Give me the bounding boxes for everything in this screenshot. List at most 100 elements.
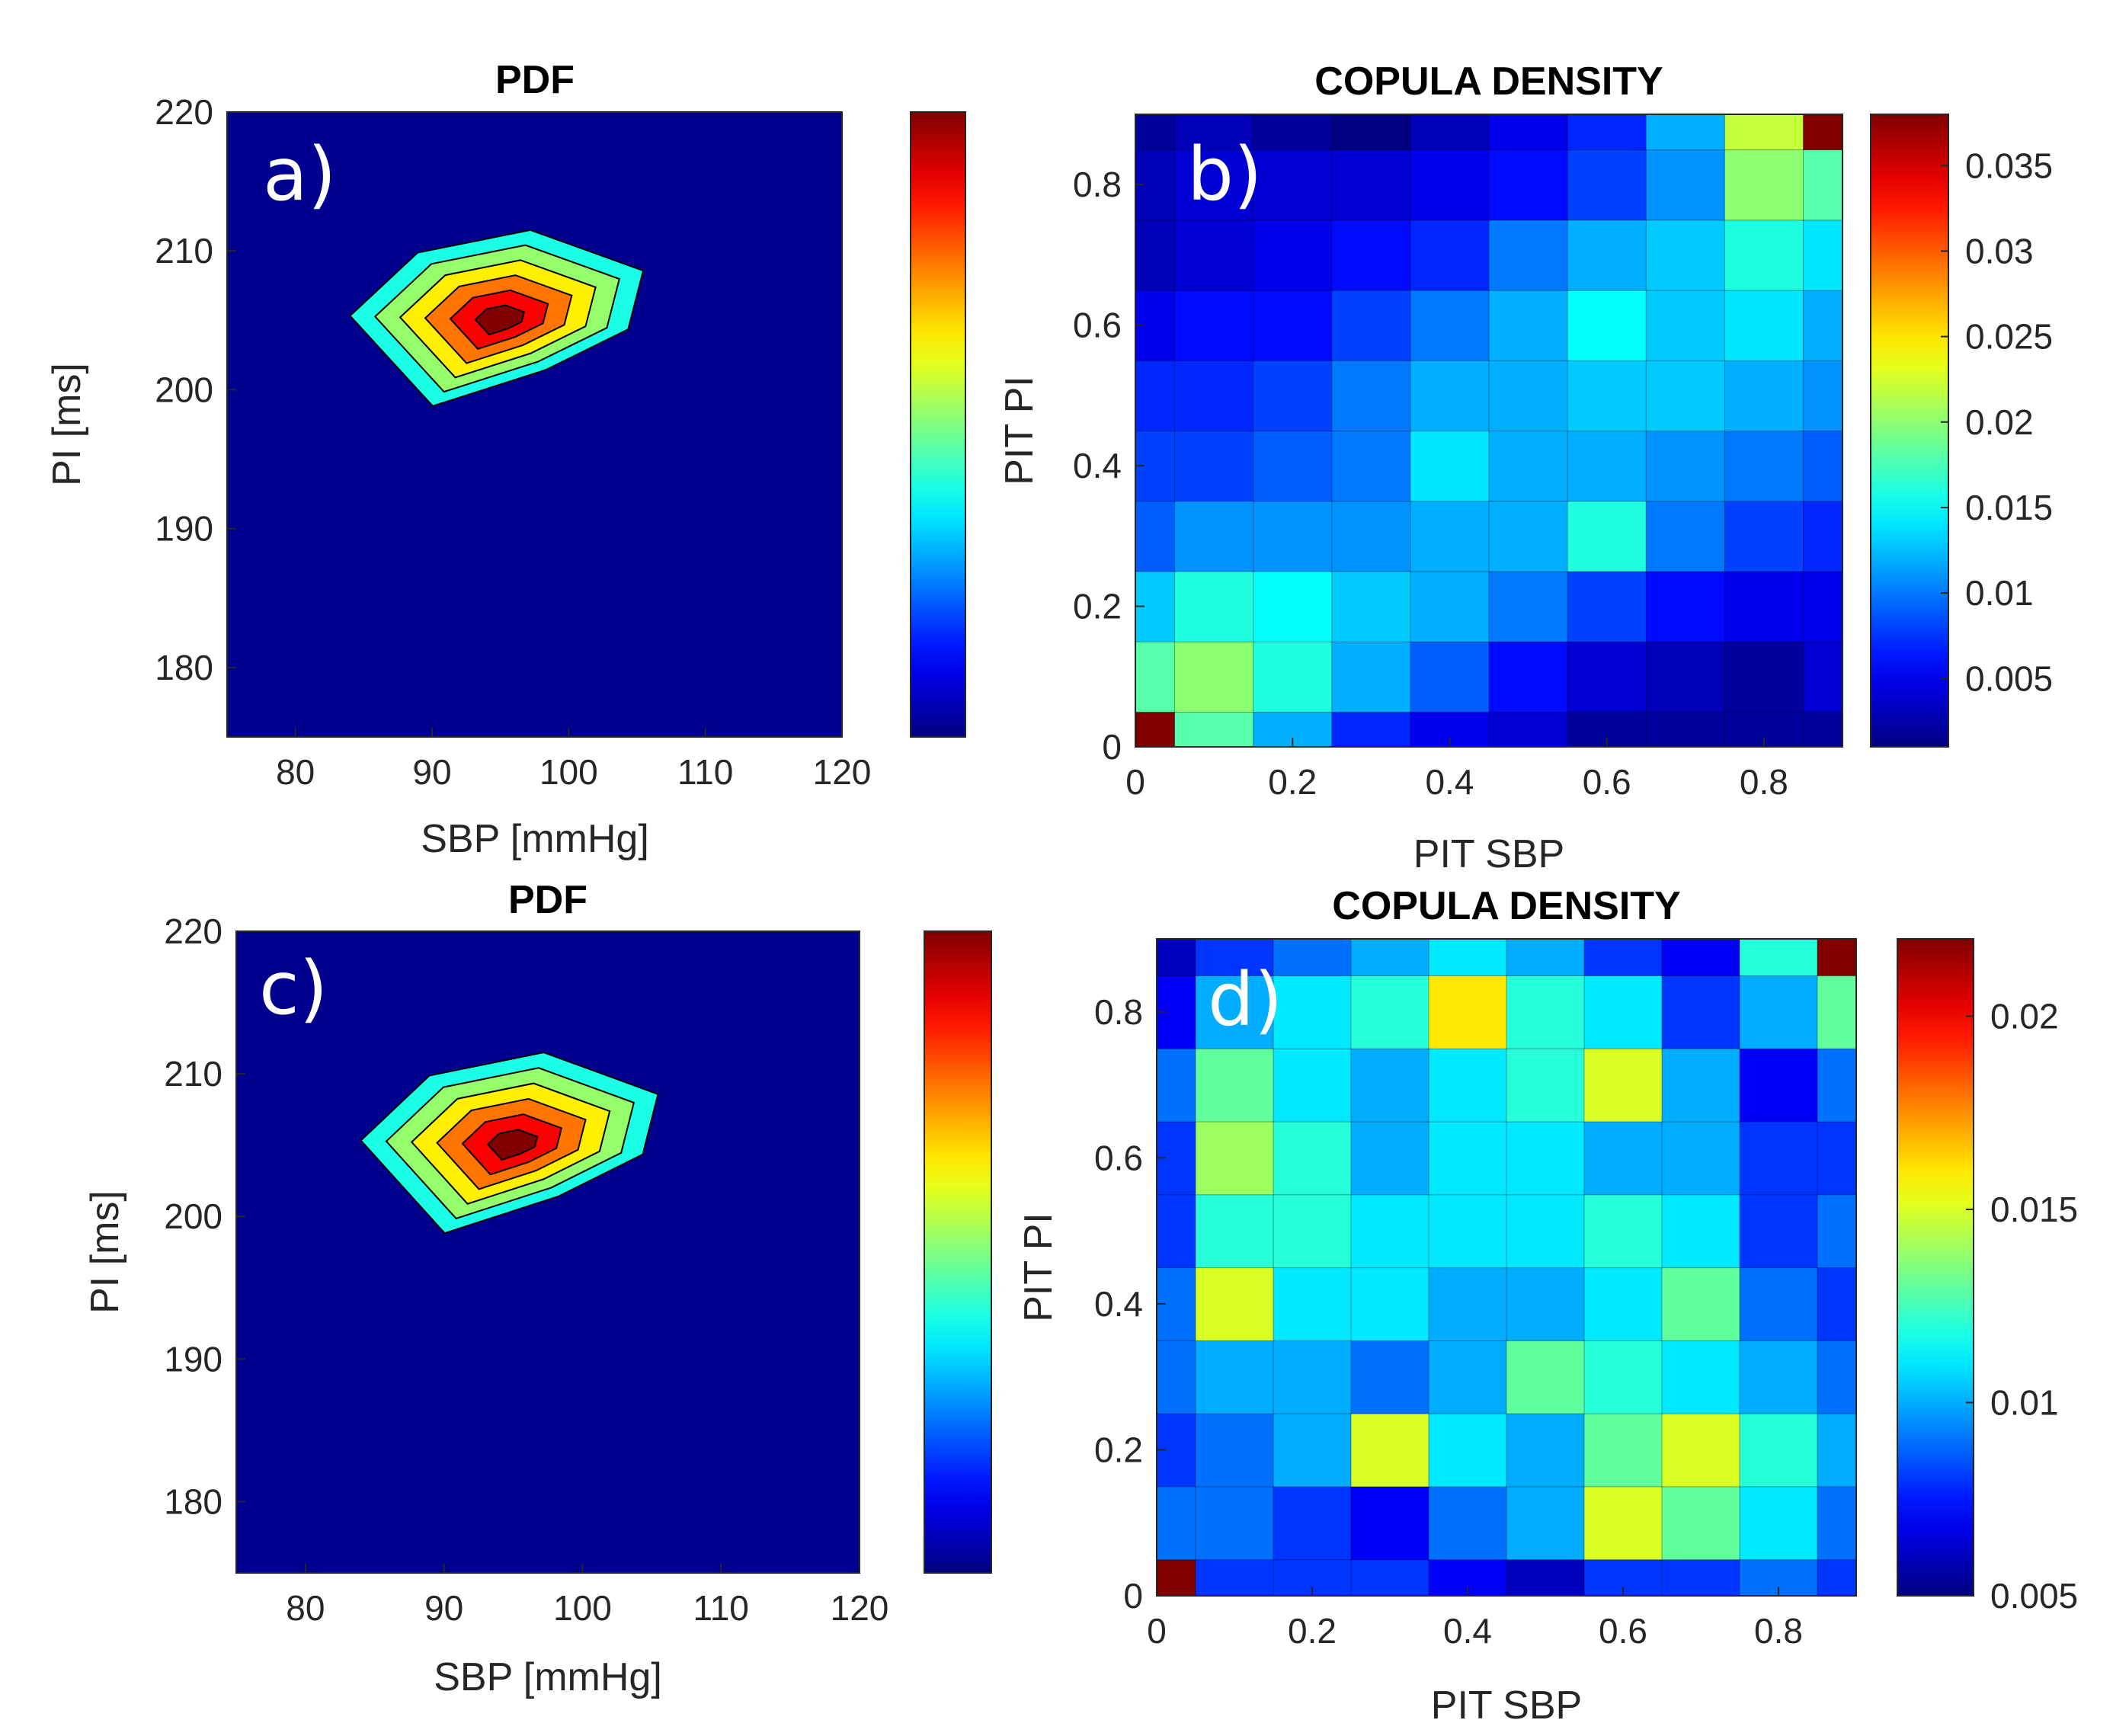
density-cell	[1350, 1413, 1430, 1488]
density-cell	[1802, 500, 1842, 572]
density-cell	[1331, 114, 1411, 151]
panel-letter: c)	[259, 946, 328, 1031]
density-cell	[1645, 219, 1726, 291]
colorbar-tick-label: 0.02	[1990, 996, 2059, 1036]
panel-b: 0 0.2 0.4 0.6 0.8 0.8 0.6 0.4 0.2 0 COPULA DENSITY…	[997, 59, 2053, 876]
density-cell	[1645, 290, 1726, 361]
density-cell	[1488, 711, 1569, 747]
density-cell	[1350, 1120, 1430, 1196]
y-axis-label: PI [ms]	[45, 363, 89, 486]
density-cell	[1802, 570, 1842, 642]
density-cell	[1583, 1267, 1663, 1341]
panel-letter: a)	[263, 132, 336, 217]
density-cell	[1488, 570, 1569, 642]
density-cell	[1253, 290, 1333, 361]
density-cell	[1661, 1120, 1741, 1196]
density-cell	[1661, 1485, 1741, 1561]
colorbar-tick-label: 0.02	[1965, 402, 2034, 442]
y-tick-label: 0.4	[1094, 1284, 1143, 1324]
x-tick-label: 0.8	[1740, 762, 1788, 802]
colorbar-tick-label: 0.01	[1990, 1382, 2059, 1422]
density-cell	[1583, 939, 1663, 976]
colorbar-gradient	[1870, 114, 1949, 748]
y-tick-label: 200	[155, 370, 213, 409]
panel-title: PDF	[495, 58, 575, 102]
density-cell	[1410, 641, 1490, 713]
density-cell	[1739, 1120, 1819, 1196]
density-cell	[1350, 1267, 1430, 1341]
x-tick-label: 80	[286, 1588, 325, 1628]
density-cell	[1350, 1048, 1430, 1123]
density-cell	[1253, 360, 1333, 432]
density-cell	[1428, 1193, 1508, 1269]
density-cell	[1195, 1193, 1275, 1269]
colorbar-tick-label: 0.005	[1965, 658, 2053, 698]
x-tick-label: 0.2	[1288, 1611, 1337, 1651]
x-tick-label: 80	[276, 752, 315, 792]
density-cell	[1195, 1340, 1275, 1414]
density-cell	[1802, 149, 1842, 221]
x-tick-label: 90	[412, 752, 451, 792]
density-cell	[1488, 641, 1569, 713]
density-cell	[1174, 500, 1254, 572]
y-tick-label: 0.2	[1073, 587, 1122, 626]
density-cell	[1273, 1267, 1353, 1341]
colorbar-tick-label: 0.015	[1965, 488, 2053, 527]
y-tick-label: 0	[1123, 1576, 1143, 1616]
density-cell	[1331, 641, 1411, 713]
density-cell	[1817, 1267, 1856, 1341]
y-tick-label: 220	[164, 911, 223, 951]
density-cell	[1739, 1267, 1819, 1341]
density-cell	[1331, 290, 1411, 361]
density-cell	[1583, 975, 1663, 1049]
density-cell	[1488, 290, 1569, 361]
density-cell	[1174, 641, 1254, 713]
density-cell	[1273, 1485, 1353, 1561]
density-cell	[1331, 430, 1411, 502]
density-cell	[1488, 114, 1569, 151]
density-cell	[1583, 1120, 1663, 1196]
density-cell	[1428, 1485, 1508, 1561]
density-cell	[1410, 360, 1490, 432]
density-cell	[1488, 219, 1569, 291]
plot-background	[236, 931, 860, 1573]
panel-title: COPULA DENSITY	[1332, 884, 1680, 928]
colorbar-tick-label: 0.035	[1965, 146, 2053, 185]
density-cell	[1802, 641, 1842, 713]
density-cell	[1661, 1413, 1741, 1488]
x-tick-label: 0.4	[1425, 762, 1474, 802]
y-tick-label: 190	[155, 509, 213, 549]
density-cell	[1135, 500, 1176, 572]
density-cell	[1410, 500, 1490, 572]
panel-title: PDF	[508, 878, 587, 922]
axes-frame	[226, 111, 843, 738]
density-cell	[1645, 430, 1726, 502]
density-cell	[1645, 149, 1726, 221]
density-cell	[1350, 975, 1430, 1049]
density-cell	[1410, 570, 1490, 642]
density-cell	[1645, 360, 1726, 432]
density-cell	[1739, 975, 1819, 1049]
colorbar-gradient	[1897, 938, 1974, 1597]
density-cell	[1645, 711, 1726, 747]
density-cell	[1506, 975, 1586, 1049]
density-cell	[1273, 1048, 1353, 1123]
panel-a: 80 90 100 110 120 220 210 200 190 180 PDF SBP [mmHg…	[45, 58, 966, 861]
density-cell	[1739, 1485, 1819, 1561]
density-cell	[1739, 1413, 1819, 1488]
density-cell	[1428, 975, 1508, 1049]
density-cell	[1428, 1340, 1508, 1414]
density-cell	[1410, 219, 1490, 291]
density-cell	[1567, 290, 1647, 361]
density-cell	[1350, 1485, 1430, 1561]
density-cell	[1174, 149, 1254, 221]
y-axis-label: PI [ms]	[83, 1190, 127, 1314]
density-cell	[1488, 500, 1569, 572]
density-cell	[1253, 149, 1333, 221]
contour-level	[486, 1129, 539, 1161]
axes-frame	[1135, 114, 1843, 748]
density-cell	[1331, 570, 1411, 642]
density-cell	[1661, 939, 1741, 976]
density-cell	[1661, 1048, 1741, 1123]
density-cell	[1428, 1413, 1508, 1488]
